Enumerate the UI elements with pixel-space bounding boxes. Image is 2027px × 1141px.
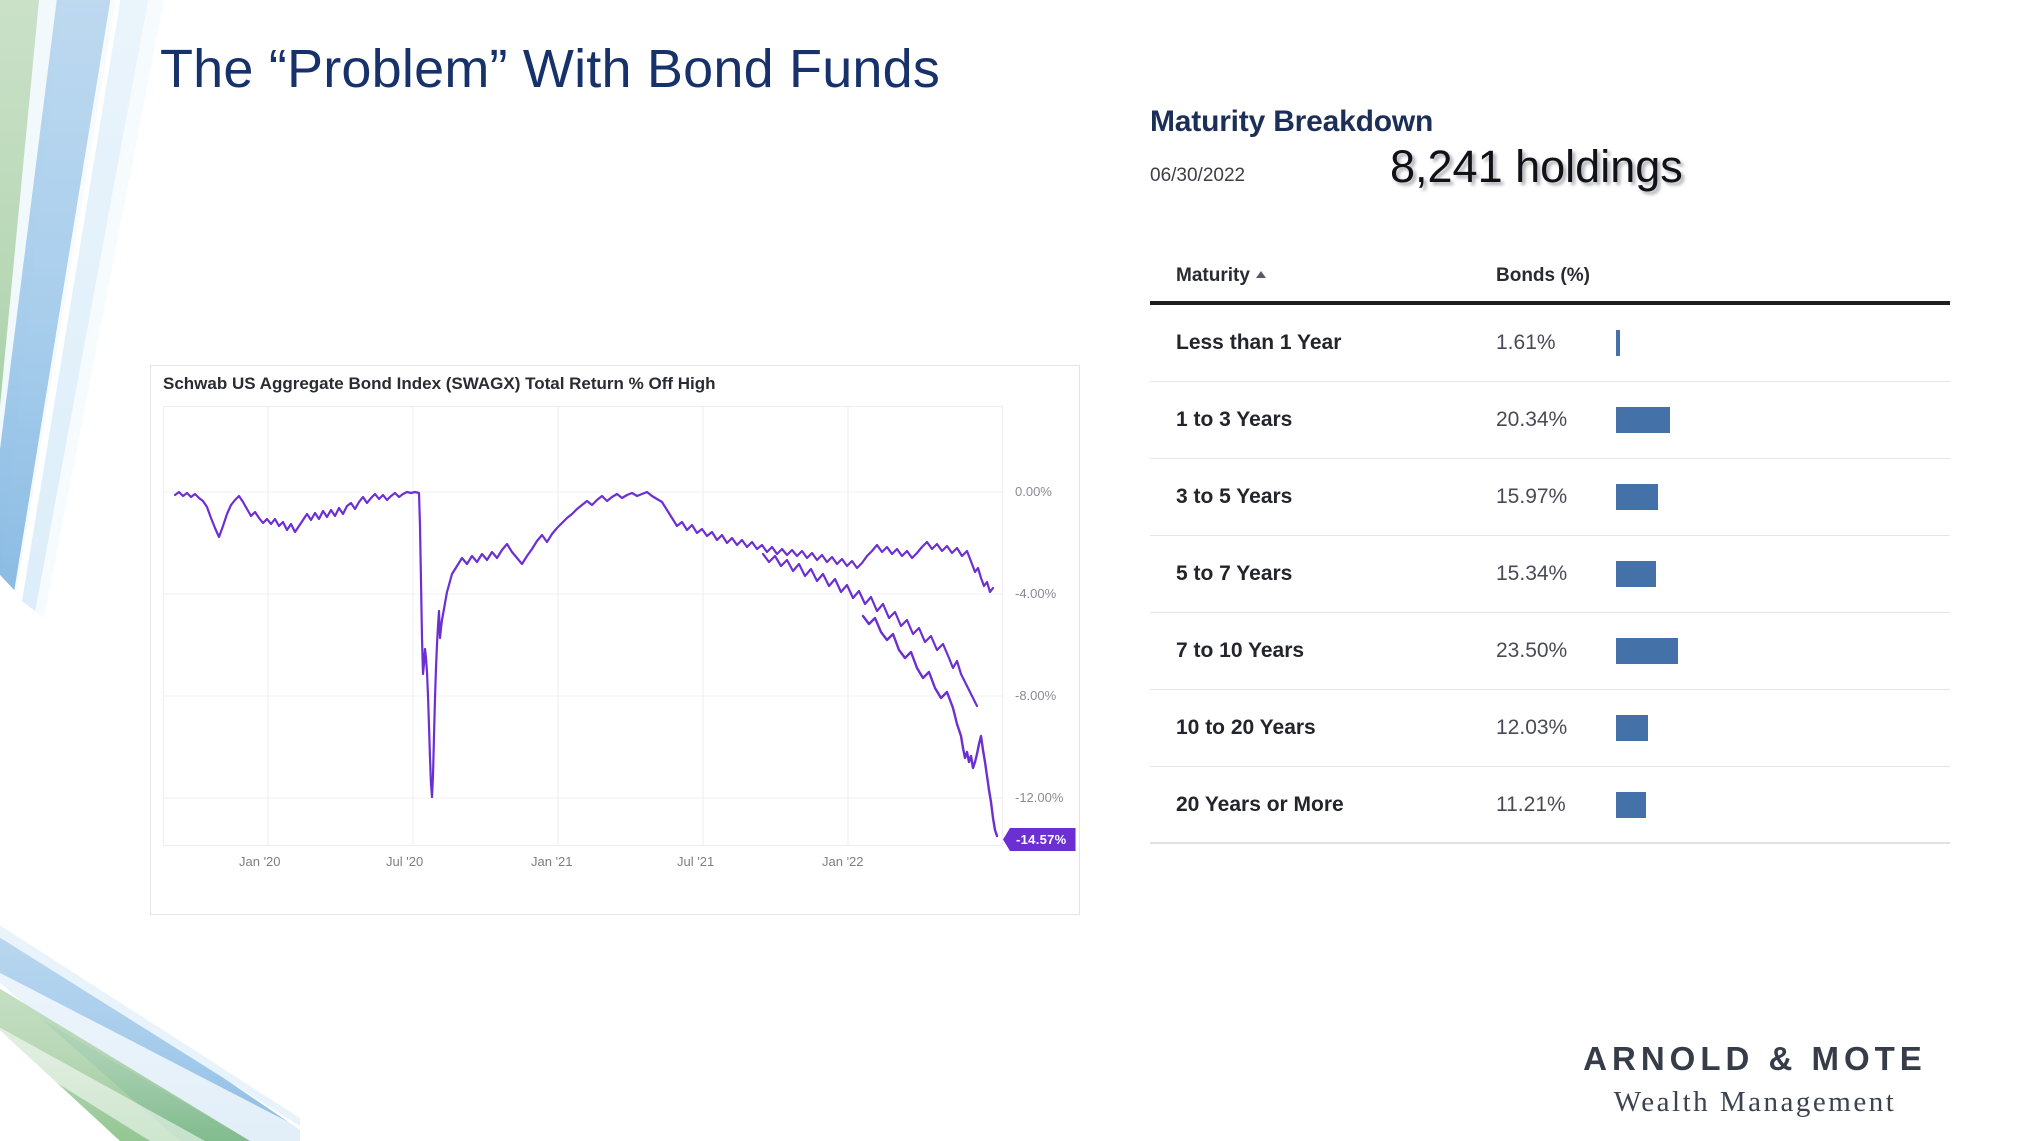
table-row: Less than 1 Year 1.61% bbox=[1150, 305, 1950, 382]
chart-last-value-badge: -14.57% bbox=[1003, 828, 1076, 851]
maturity-label: 20 Years or More bbox=[1176, 792, 1344, 816]
chart-ytick-1: -4.00% bbox=[1015, 586, 1057, 601]
bonds-percent-value: 11.21% bbox=[1496, 792, 1566, 816]
table-body: Less than 1 Year 1.61% 1 to 3 Years 20.34% 3… bbox=[1150, 305, 1950, 844]
chart-xtick-1: Jul '20 bbox=[386, 854, 424, 869]
chart-plot-area: 0.00% -4.00% -8.00% -12.00% -14.57% Jan … bbox=[163, 406, 1076, 869]
maturity-label: 7 to 10 Years bbox=[1176, 639, 1305, 662]
bonds-bar-cell bbox=[1616, 484, 1950, 510]
chart-ytick-3: -12.00% bbox=[1015, 790, 1064, 805]
bonds-bar-cell bbox=[1616, 715, 1950, 741]
chart-xtick-0: Jan '20 bbox=[239, 854, 281, 869]
bonds-bar-cell bbox=[1616, 638, 1950, 664]
table-row: 1 to 3 Years 20.34% bbox=[1150, 382, 1950, 459]
chart-ytick-0: 0.00% bbox=[1015, 484, 1052, 499]
bonds-percent-value: 1.61% bbox=[1496, 331, 1556, 354]
chart-xtick-4: Jan '22 bbox=[822, 854, 864, 869]
bonds-bar-cell bbox=[1616, 791, 1950, 818]
logo-tagline: Wealth Management bbox=[1613, 1086, 1897, 1118]
bonds-bar-cell bbox=[1616, 330, 1950, 356]
chart-title: Schwab US Aggregate Bond Index (SWAGX) T… bbox=[163, 374, 716, 393]
maturity-label: 3 to 5 Years bbox=[1176, 485, 1293, 508]
maturity-label: 10 to 20 Years bbox=[1176, 716, 1316, 739]
bonds-percent-value: 20.34% bbox=[1496, 408, 1568, 431]
bonds-bar bbox=[1616, 791, 1646, 818]
bonds-bar bbox=[1616, 715, 1648, 741]
maturity-label: 1 to 3 Years bbox=[1176, 408, 1293, 431]
chart-xtick-3: Jul '21 bbox=[677, 854, 715, 869]
table-row: 10 to 20 Years 12.03% bbox=[1150, 690, 1950, 767]
bonds-percent-value: 15.34% bbox=[1496, 562, 1568, 585]
bonds-percent-value: 15.97% bbox=[1496, 485, 1568, 508]
column-header-maturity[interactable]: Maturity bbox=[1176, 265, 1496, 287]
bonds-percent-value: 12.03% bbox=[1496, 716, 1568, 739]
bonds-bar-cell bbox=[1616, 407, 1950, 433]
column-header-bonds[interactable]: Bonds (%) bbox=[1496, 265, 1590, 286]
bonds-bar bbox=[1616, 407, 1670, 433]
sort-ascending-icon[interactable] bbox=[1255, 271, 1266, 278]
table-row: 20 Years or More 11.21% bbox=[1150, 767, 1950, 844]
maturity-label: Less than 1 Year bbox=[1176, 331, 1342, 354]
table-header-row: Maturity Bonds (%) bbox=[1150, 265, 1950, 305]
maturity-breakdown-heading: Maturity Breakdown bbox=[1150, 105, 1434, 138]
maturity-label: 5 to 7 Years bbox=[1176, 562, 1293, 585]
maturity-as-of-date: 06/30/2022 bbox=[1150, 165, 1246, 186]
bonds-percent-value: 23.50% bbox=[1496, 639, 1568, 662]
table-row: 3 to 5 Years 15.97% bbox=[1150, 459, 1950, 536]
page-title: The “Problem” With Bond Funds bbox=[160, 39, 941, 99]
bond-index-chart-card: Schwab US Aggregate Bond Index (SWAGX) T… bbox=[150, 365, 1080, 915]
bonds-bar bbox=[1616, 484, 1658, 510]
chart-line-svg bbox=[163, 406, 1003, 846]
bonds-bar bbox=[1616, 638, 1678, 664]
company-logo: ARNOLD & MOTE Wealth Management bbox=[1495, 1040, 2015, 1119]
table-row: 7 to 10 Years 23.50% bbox=[1150, 613, 1950, 690]
maturity-breakdown-panel: Maturity Breakdown 06/30/2022 8,241 hold… bbox=[1150, 105, 1950, 192]
table-row: 5 to 7 Years 15.34% bbox=[1150, 536, 1950, 613]
bonds-bar bbox=[1616, 561, 1656, 587]
holdings-count-annotation: 8,241 holdings bbox=[1390, 141, 1683, 192]
bonds-bar-cell bbox=[1616, 561, 1950, 587]
maturity-breakdown-table: Maturity Bonds (%) Less than 1 Year 1.61%… bbox=[1150, 265, 1950, 844]
bonds-bar bbox=[1616, 330, 1620, 356]
logo-company-name: ARNOLD & MOTE bbox=[1583, 1040, 1927, 1077]
chart-xtick-2: Jan '21 bbox=[531, 854, 573, 869]
chart-ytick-2: -8.00% bbox=[1015, 688, 1057, 703]
column-header-maturity-label: Maturity bbox=[1176, 265, 1250, 286]
